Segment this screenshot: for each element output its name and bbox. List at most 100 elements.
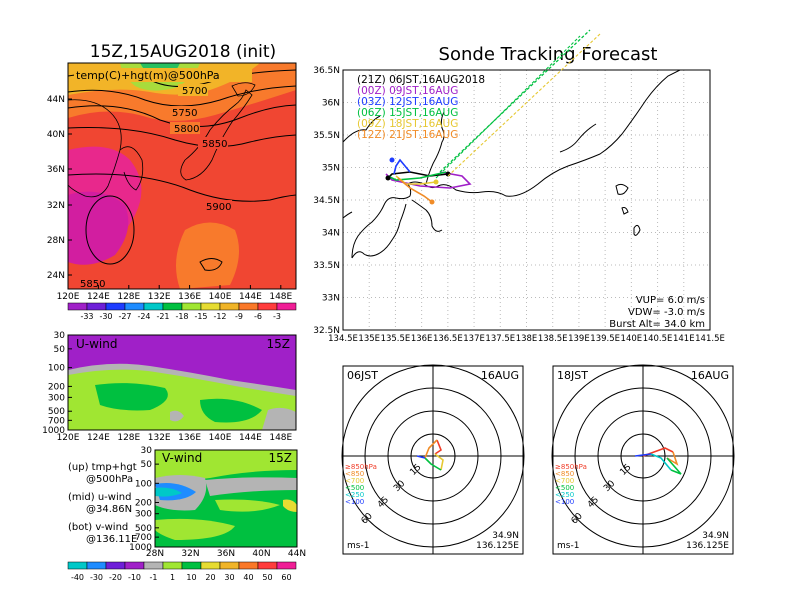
temp500-map: 5700 5750 5800 5850 5900 5850 temp(C)+hg… bbox=[47, 62, 297, 302]
lat-tick-label: 24N bbox=[47, 271, 65, 281]
colorbar-label: 60 bbox=[281, 573, 291, 582]
colorbar-swatch bbox=[86, 561, 107, 570]
contour-line bbox=[68, 173, 296, 202]
landing-point bbox=[429, 199, 435, 205]
temp-field-orange-south bbox=[176, 222, 239, 289]
lat-tick-label: 36N bbox=[217, 549, 235, 559]
hodograph-trace bbox=[424, 439, 438, 459]
coastline bbox=[425, 111, 445, 185]
landing-point bbox=[389, 157, 395, 163]
lon-tick-label: 141.5E bbox=[695, 334, 725, 344]
lon-tick-label: 137.5E bbox=[485, 334, 515, 344]
legend-note: @34.86N bbox=[86, 504, 132, 515]
lon-tick-label: 138E bbox=[516, 334, 538, 344]
colorbar-label: -21 bbox=[156, 312, 169, 321]
lon-tick-label: 140E bbox=[209, 433, 232, 443]
colorbar-label: -1 bbox=[150, 573, 158, 582]
lon-tick-label: 134.5E bbox=[328, 334, 358, 344]
landing-point bbox=[433, 179, 439, 185]
pressure-tick-label: 100 bbox=[135, 479, 152, 489]
hodograph-time: 18JST bbox=[557, 369, 588, 382]
hodograph-date: 16AUG bbox=[691, 369, 729, 382]
hodograph-trace bbox=[634, 453, 652, 457]
lat-tick-label: 33.5N bbox=[313, 261, 340, 271]
colorbar-label: -33 bbox=[80, 312, 93, 321]
hodograph-trace bbox=[650, 453, 672, 471]
colorbar-swatch bbox=[219, 302, 240, 311]
colorbar-label: 10 bbox=[186, 573, 196, 582]
legend-note: (bot) v-wind bbox=[68, 522, 128, 533]
lon-tick-label: 132E bbox=[148, 433, 171, 443]
colorbar-swatch bbox=[124, 302, 145, 311]
colorbar-label: 20 bbox=[205, 573, 215, 582]
lat-tick-label: 44N bbox=[47, 95, 65, 105]
lat-tick-label: 32N bbox=[47, 201, 65, 211]
colorbar-label: -24 bbox=[137, 312, 150, 321]
hodograph-trace bbox=[666, 451, 679, 466]
coastline bbox=[180, 89, 253, 181]
colorbar-label: -30 bbox=[90, 573, 103, 582]
lat-tick-label: 40N bbox=[47, 130, 65, 140]
lon-tick-label: 139.5E bbox=[590, 334, 620, 344]
lat-tick-label: 34.5N bbox=[313, 196, 340, 206]
lon-tick-label: 140E bbox=[209, 292, 232, 302]
lat-tick-label: 32N bbox=[181, 549, 199, 559]
colorbar-swatch bbox=[219, 561, 240, 570]
sonde-track bbox=[385, 171, 472, 189]
right-title: Sonde Tracking Forecast bbox=[439, 44, 658, 65]
lon-tick-label: 124E bbox=[87, 433, 110, 443]
colorbar-swatch bbox=[200, 561, 221, 570]
colorbar-swatch bbox=[257, 302, 278, 311]
lon-tick-label: 128E bbox=[117, 292, 140, 302]
colorbar-label: -15 bbox=[194, 312, 207, 321]
colorbar-label: -6 bbox=[254, 312, 262, 321]
pressure-tick-label: 1000 bbox=[129, 543, 152, 553]
hodograph-trace bbox=[666, 457, 682, 475]
lon-tick-label: 120E bbox=[57, 292, 80, 302]
hodograph-legend-entry: <850 bbox=[345, 470, 364, 478]
hodograph-trace bbox=[434, 439, 442, 455]
contour-label: 5900 bbox=[206, 202, 231, 213]
coastline bbox=[119, 146, 144, 191]
pressure-tick-label: 700 bbox=[135, 533, 152, 543]
colorbar-swatch bbox=[181, 302, 202, 311]
lon-tick-label: 140.5E bbox=[643, 334, 673, 344]
lat-tick-label: 36.5N bbox=[313, 66, 340, 76]
hodograph-legend-entry: <700 bbox=[555, 477, 574, 485]
colorbar-swatch bbox=[143, 561, 164, 570]
pressure-tick-label: 300 bbox=[135, 510, 152, 520]
coastline bbox=[343, 211, 353, 219]
colorbar-swatch bbox=[257, 561, 278, 570]
lat-tick-label: 40N bbox=[252, 549, 270, 559]
colorbar-label: -40 bbox=[71, 573, 84, 582]
lon-tick-label: 144E bbox=[239, 292, 262, 302]
map-field-label: temp(C)+hgt(m)@500hPa bbox=[76, 69, 220, 82]
lat-tick-label: 33N bbox=[322, 294, 340, 304]
colorbar-swatch bbox=[143, 302, 164, 311]
lon-tick-label: 120E bbox=[57, 433, 80, 443]
colorbar-label: -27 bbox=[118, 312, 131, 321]
contour-line bbox=[85, 195, 135, 265]
coastline bbox=[621, 207, 629, 215]
hodograph-trace bbox=[424, 457, 442, 471]
panel-legend: (up) tmp+hgt @500hPa (mid) u-wind @34.86… bbox=[68, 462, 137, 545]
colorbar-label: -18 bbox=[175, 312, 188, 321]
vwind-frame bbox=[154, 449, 298, 548]
hodograph-legend-entry: <100 bbox=[555, 498, 574, 506]
coastline bbox=[343, 115, 381, 143]
sonde-track bbox=[387, 171, 447, 181]
colorbar-label: -12 bbox=[213, 312, 226, 321]
legend-note: @500hPa bbox=[86, 474, 133, 485]
contour-label: 5750 bbox=[172, 108, 197, 119]
uwind-time: 15Z bbox=[267, 337, 291, 351]
colorbar-label: -10 bbox=[128, 573, 141, 582]
hodograph-unit: ms-1 bbox=[347, 541, 369, 551]
colorbar-swatch bbox=[124, 561, 145, 570]
lat-tick-label: 28N bbox=[146, 549, 164, 559]
lon-tick-label: 124E bbox=[87, 292, 110, 302]
contour-label: 5850 bbox=[202, 139, 227, 150]
coastline bbox=[411, 199, 443, 232]
